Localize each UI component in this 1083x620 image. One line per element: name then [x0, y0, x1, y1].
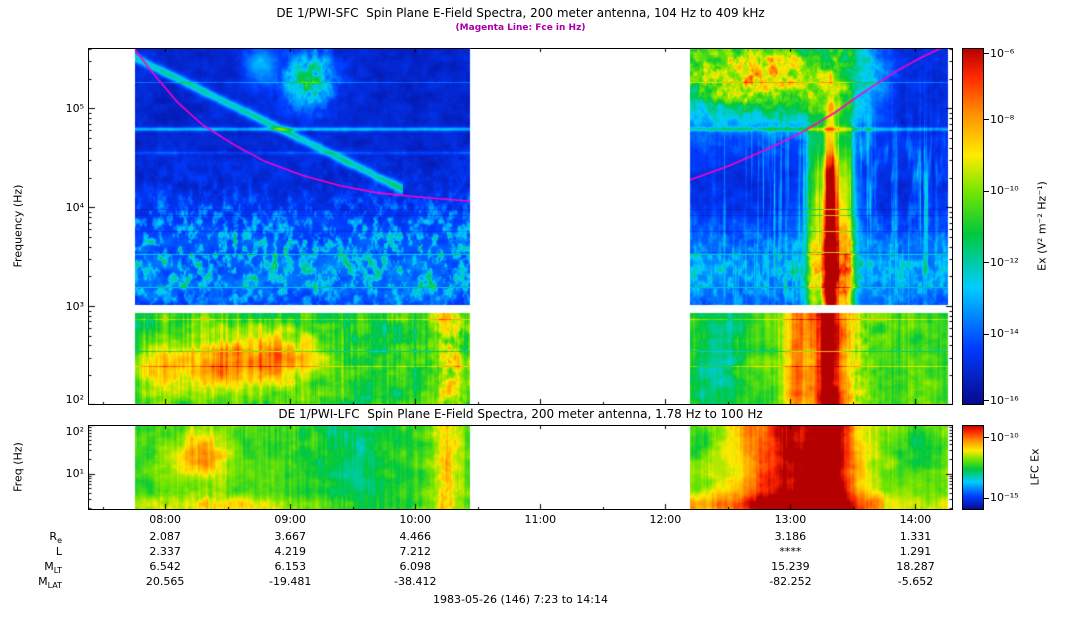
sfc-colorbar — [962, 48, 984, 405]
ephemeris-value-Re: 1.331 — [899, 530, 932, 543]
lfc-colorbar-tick — [984, 437, 989, 438]
ephemeris-value-L: 4.219 — [274, 545, 306, 558]
sfc-colorbar-label: Ex (V² m⁻² Hz⁻¹) — [1035, 181, 1049, 271]
sfc-colorbar-tick — [984, 119, 989, 120]
sfc-ytick-label: 10² — [65, 392, 84, 406]
lfc-colorbar — [962, 425, 984, 510]
lfc-panel-title: DE 1/PWI-LFC Spin Plane E-Field Spectra,… — [278, 407, 763, 421]
ephemeris-value-MLT: 15.239 — [771, 560, 810, 573]
time-tick-label: 10:00 — [399, 513, 432, 526]
ephemeris-value-Re: 3.667 — [274, 530, 306, 543]
sfc-colorbar-tick-label: 10⁻¹⁰ — [990, 184, 1019, 198]
sfc-colorbar-tick-label: 10⁻¹⁴ — [990, 327, 1019, 341]
lfc-ytick-label: 10¹ — [65, 467, 84, 481]
sfc-spectrogram-canvas — [88, 48, 953, 405]
lfc-ytick-label: 10² — [65, 424, 84, 438]
ephemeris-value-L: 1.291 — [899, 545, 932, 558]
ephemeris-value-Re: 4.466 — [399, 530, 432, 543]
ephemeris-value-Re: 2.087 — [149, 530, 181, 543]
ephemeris-value-L: **** — [779, 545, 802, 558]
time-tick-label: 09:00 — [274, 513, 307, 526]
lfc-colorbar-tick-label: 10⁻¹⁰ — [990, 430, 1019, 444]
sfc-ytick-label: 10⁵ — [65, 101, 84, 115]
ephemeris-value-L: 2.337 — [149, 545, 181, 558]
ephemeris-value-Re: 3.186 — [774, 530, 807, 543]
ephemeris-value-MLT: 6.542 — [149, 560, 181, 573]
lfc-y-axis-label: Freq (Hz) — [11, 442, 25, 492]
ephemeris-value-MLAT: -5.652 — [897, 575, 934, 588]
ephemeris-value-MLAT: -82.252 — [769, 575, 812, 588]
ephemeris-value-MLAT: 20.565 — [145, 575, 185, 588]
sfc-colorbar-tick-label: 10⁻¹⁶ — [990, 393, 1019, 407]
sfc-panel-title: DE 1/PWI-SFC Spin Plane E-Field Spectra,… — [276, 6, 765, 20]
time-tick-label: 08:00 — [149, 513, 181, 526]
ephemeris-row-label-L: L — [55, 545, 62, 558]
time-tick-label: 14:00 — [899, 513, 932, 526]
ephemeris-value-L: 7.212 — [399, 545, 432, 558]
ephemeris-row-label-MLAT: MLAT — [38, 575, 62, 591]
date-range-footer: 1983-05-26 (146) 7:23 to 14:14 — [433, 593, 608, 606]
lfc-colorbar-label: LFC Ex — [1028, 448, 1042, 486]
lfc-colorbar-tick-label: 10⁻¹⁵ — [990, 491, 1019, 505]
sfc-ytick-label: 10⁴ — [65, 200, 84, 214]
sfc-colorbar-tick — [984, 400, 989, 401]
sfc-colorbar-tick — [984, 53, 989, 54]
lfc-colorbar-tick — [984, 498, 989, 499]
ephemeris-value-MLT: 6.153 — [274, 560, 306, 573]
ephemeris-value-MLT: 18.287 — [896, 560, 935, 573]
ephemeris-row-label-MLT: MLT — [44, 560, 62, 576]
fce-legend-note: (Magenta Line: Fce in Hz) — [455, 23, 586, 33]
ephemeris-row-label-Re: Re — [49, 530, 62, 546]
sfc-ytick-label: 10³ — [65, 299, 84, 313]
sfc-colorbar-tick — [984, 191, 989, 192]
time-tick-label: 11:00 — [524, 513, 557, 526]
sfc-colorbar-tick — [984, 262, 989, 263]
ephemeris-value-MLAT: -19.481 — [268, 575, 312, 588]
ephemeris-value-MLAT: -38.412 — [394, 575, 437, 588]
time-tick-label: 12:00 — [649, 513, 682, 526]
lfc-spectrogram-canvas — [88, 425, 953, 510]
sfc-colorbar-tick — [984, 334, 989, 335]
time-tick-label: 13:00 — [774, 513, 807, 526]
sfc-colorbar-tick-label: 10⁻¹² — [990, 255, 1019, 269]
sfc-colorbar-tick-label: 10⁻⁶ — [990, 46, 1015, 60]
sfc-colorbar-tick-label: 10⁻⁸ — [990, 112, 1015, 126]
ephemeris-value-MLT: 6.098 — [399, 560, 432, 573]
sfc-y-axis-label: Frequency (Hz) — [11, 184, 25, 268]
